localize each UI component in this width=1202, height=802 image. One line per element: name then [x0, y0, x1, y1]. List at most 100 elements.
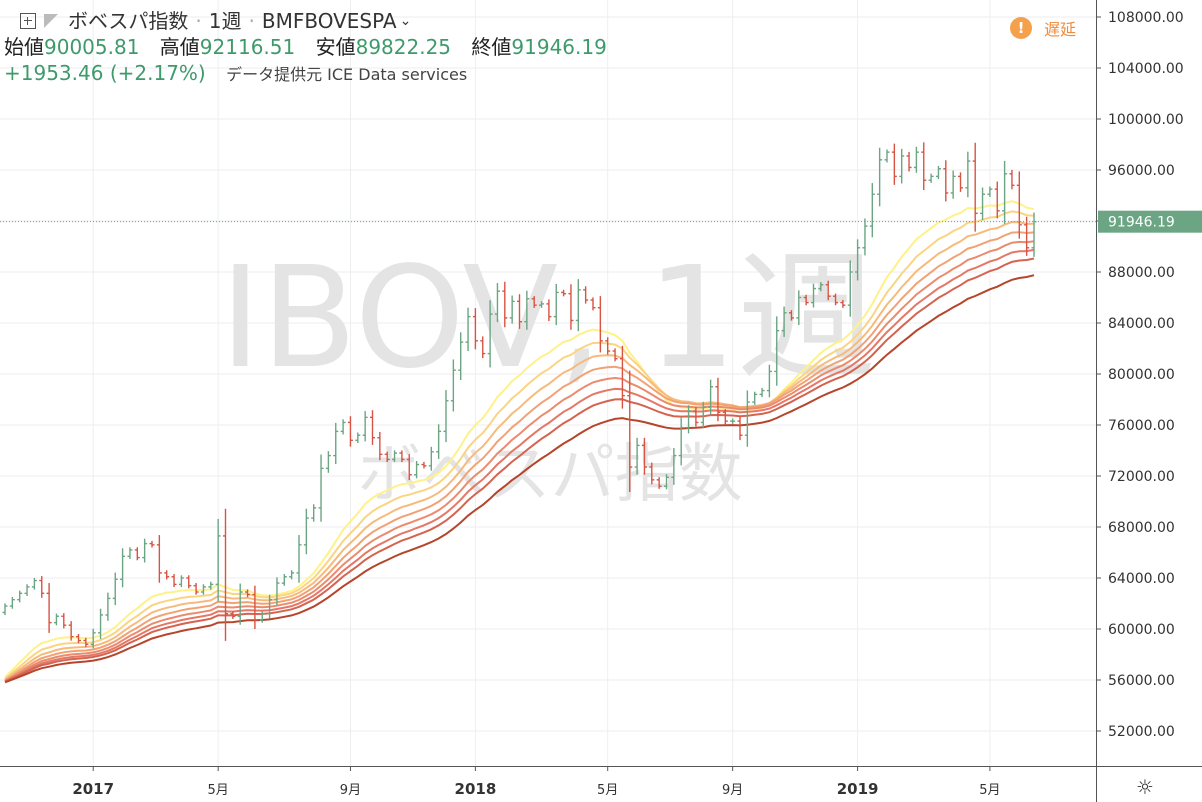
ohlc-bar	[406, 454, 412, 481]
ohlc-bar	[458, 332, 464, 380]
ohlc-bar	[921, 142, 927, 191]
ema-line-60	[4, 274, 1035, 684]
ohlc-bar	[649, 462, 655, 485]
time-axis[interactable]	[0, 766, 1096, 802]
y-tick-label: 104000.00	[1108, 61, 1184, 77]
ohlc-bar	[509, 295, 515, 324]
ohlc-bar	[546, 299, 552, 322]
ohlc-bar	[193, 582, 199, 595]
ohlc-bar	[730, 418, 736, 424]
watermark-sub: ボベスパ指数	[357, 438, 742, 512]
ema-line-45	[4, 248, 1035, 683]
y-tick-label: 100000.00	[1108, 112, 1184, 128]
ohlc-bar	[384, 451, 390, 463]
last-price-badge	[1098, 210, 1202, 233]
ohlc-bar	[693, 406, 699, 427]
ohlc-bar	[671, 448, 677, 485]
x-tick-label: 5月	[208, 783, 229, 798]
ohlc-bar	[943, 160, 949, 202]
y-tick-label: 80000.00	[1108, 367, 1175, 383]
ticker-label[interactable]: BMFBOVESPA	[261, 9, 397, 33]
grid	[0, 0, 1096, 766]
ohlc-bar	[700, 401, 706, 428]
ohlc-bar	[370, 410, 375, 445]
compare-add-icon[interactable]	[20, 13, 36, 29]
ohlc-bar	[274, 577, 280, 606]
ohlc-series	[2, 142, 1037, 649]
ohlc-bar	[24, 584, 30, 596]
ema-ribbon	[4, 200, 1035, 684]
ohlc-bar	[134, 547, 140, 561]
ohlc-bar	[377, 431, 383, 461]
y-tick-label: 56000.00	[1108, 673, 1175, 689]
y-tick-label: 68000.00	[1108, 520, 1175, 536]
price-axis[interactable]	[1096, 0, 1202, 802]
ohlc-bar	[1009, 169, 1015, 190]
ohlc-bar	[774, 316, 780, 386]
y-tick-label: 52000.00	[1108, 724, 1175, 740]
ohlc-bar	[553, 283, 559, 326]
ohlc-bar	[502, 281, 508, 328]
delay-indicator[interactable]: ! 遅延	[1010, 16, 1076, 40]
ohlc-bar	[76, 633, 81, 644]
ohlc-bar	[722, 409, 728, 425]
ohlc-bar	[208, 581, 214, 590]
ema-line-35	[4, 231, 1035, 682]
delay-label[interactable]: 遅延	[1044, 20, 1077, 39]
ohlc-bar	[355, 432, 361, 443]
ohlc-bar	[17, 590, 23, 603]
ohlc-bar	[899, 148, 905, 184]
ohlc-bar	[869, 183, 875, 238]
last-price-label: 91946.19	[1108, 215, 1175, 231]
ohlc-bar	[230, 611, 236, 619]
ohlc-bar	[583, 286, 589, 304]
high-label: 高値	[159, 35, 200, 59]
ohlc-bar	[928, 173, 934, 183]
ohlc-bar	[149, 540, 155, 548]
ohlc-bar	[311, 504, 317, 522]
ohlc-bar	[142, 538, 148, 563]
flag-icon[interactable]	[44, 14, 58, 28]
interval-label[interactable]: 1週	[208, 9, 242, 33]
ohlc-bar	[833, 293, 839, 306]
ohlc-bar	[98, 608, 104, 640]
ohlc-bar	[215, 518, 221, 602]
ohlc-bar	[120, 548, 126, 588]
open-value: 90005.81	[44, 35, 140, 59]
ohlc-bar	[333, 422, 339, 465]
settings-icon[interactable]: ☼	[1136, 775, 1154, 799]
open-label: 始値	[4, 35, 44, 59]
ohlc-bar	[480, 336, 486, 359]
ohlc-bar	[465, 307, 471, 352]
ohlc-bar	[818, 282, 824, 292]
ohlc-bar	[53, 613, 59, 626]
y-tick-label: 96000.00	[1108, 163, 1175, 179]
ohlc-bar	[267, 594, 273, 619]
ohlc-bar	[891, 143, 897, 185]
ohlc-bar	[127, 547, 133, 560]
ohlc-bar	[634, 437, 640, 475]
ohlc-bar	[641, 437, 647, 475]
symbol-name: ボベスパ指数	[68, 9, 189, 33]
ema-line-40	[4, 240, 1035, 682]
y-tick-label: 64000.00	[1108, 571, 1175, 587]
y-tick-label: 88000.00	[1108, 265, 1175, 281]
chevron-down-icon[interactable]: ⌄	[399, 13, 412, 29]
ohlc-bar	[289, 570, 295, 580]
ohlc-bar	[1024, 216, 1030, 256]
x-tick-label: 9月	[722, 783, 743, 798]
ohlc-bar	[847, 260, 853, 317]
ohlc-bar	[972, 142, 978, 232]
ohlc-bar	[766, 364, 772, 398]
ohlc-bar	[958, 172, 963, 192]
ohlc-bar	[980, 187, 986, 221]
ohlc-bar	[90, 628, 96, 649]
ohlc-bar	[752, 391, 758, 405]
warning-icon[interactable]: !	[1010, 17, 1032, 39]
ohlc-bar	[296, 535, 302, 583]
ohlc-values: 始値90005.81 高値92116.51 安値89822.25 終値91946…	[4, 34, 621, 60]
ohlc-bar	[686, 405, 692, 434]
x-tick-label: 2018	[455, 780, 497, 798]
